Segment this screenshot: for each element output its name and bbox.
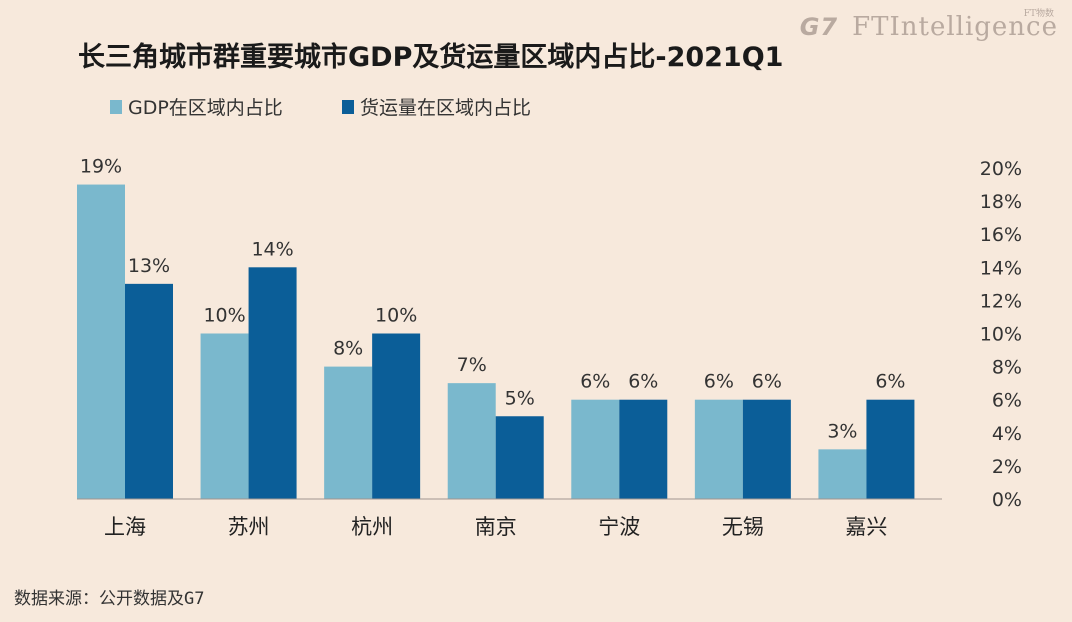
x-tick-label-3: 南京 [475, 515, 517, 539]
bar-6-1 [866, 399, 915, 499]
bar-5-0 [694, 399, 743, 499]
data-label-4-1: 6% [628, 371, 658, 393]
bar-2-1 [372, 333, 421, 499]
bar-4-0 [571, 399, 620, 499]
bar-3-0 [447, 383, 496, 499]
y-tick-label-5: 10% [980, 324, 1022, 346]
data-label-5-0: 6% [704, 371, 734, 393]
x-tick-label-1: 苏州 [228, 515, 270, 539]
x-tick-label-0: 上海 [104, 515, 146, 539]
data-label-2-0: 8% [333, 338, 363, 360]
data-label-2-1: 10% [375, 305, 417, 327]
y-tick-label-8: 16% [980, 224, 1022, 246]
data-source: 数据来源：公开数据及G7 [14, 589, 204, 609]
y-tick-label-2: 4% [992, 423, 1022, 445]
legend-label-1: 货运量在区域内占比 [360, 97, 531, 119]
x-tick-label-6: 嘉兴 [845, 515, 887, 539]
y-tick-label-0: 0% [992, 489, 1022, 511]
brand-name: FTIntelligence [852, 12, 1058, 42]
y-tick-label-3: 6% [992, 390, 1022, 412]
bar-6-0 [818, 449, 867, 499]
bars-group: 19% 13% 10% 14% 8% 10% 7% 5% 6% 6% 6% 6% 3% 6% [77, 156, 915, 500]
y-tick-label-10: 20% [980, 158, 1022, 180]
x-tick-label-5: 无锡 [722, 515, 764, 539]
y-tick-label-7: 14% [980, 257, 1022, 279]
data-label-3-0: 7% [457, 354, 487, 376]
brand-g7: G7 [799, 13, 839, 41]
data-label-5-1: 6% [752, 371, 782, 393]
y-tick-label-4: 8% [992, 357, 1022, 379]
x-tick-label-2: 杭州 [351, 515, 393, 539]
brand-logo: G7 FTIntelligence FT物数 [799, 9, 1058, 42]
y-tick-label-9: 18% [980, 191, 1022, 213]
bar-5-1 [742, 399, 791, 499]
x-axis: 上海 苏州 杭州 南京 宁波 无锡 嘉兴 [77, 498, 942, 539]
bar-1-1 [248, 267, 297, 499]
chart-title: 长三角城市群重要城市GDP及货运量区域内占比-2021Q1 [78, 41, 783, 73]
legend-label-0: GDP在区域内占比 [128, 97, 283, 119]
data-label-4-0: 6% [580, 371, 610, 393]
data-label-1-0: 10% [203, 305, 245, 327]
bar-2-0 [324, 366, 373, 499]
y-tick-label-1: 2% [992, 456, 1022, 478]
data-label-6-1: 6% [875, 371, 905, 393]
data-label-6-0: 3% [827, 420, 857, 442]
data-label-0-1: 13% [128, 255, 170, 277]
data-label-0-0: 19% [80, 156, 122, 178]
data-label-1-1: 14% [251, 238, 293, 260]
x-tick-label-4: 宁波 [598, 515, 640, 539]
bar-0-0 [77, 184, 125, 500]
bar-1-0 [200, 333, 249, 499]
bar-3-1 [495, 416, 544, 499]
bar-0-1 [125, 283, 173, 499]
bar-4-1 [619, 399, 668, 499]
data-label-3-1: 5% [505, 387, 535, 409]
legend: GDP在区域内占比 货运量在区域内占比 [110, 97, 531, 119]
brand-sub: FT物数 [1023, 9, 1054, 19]
y-tick-label-6: 12% [980, 290, 1022, 312]
y-axis: 0% 2% 4% 6% 8% 10% 12% 14% 16% 18% 20% [980, 158, 1022, 511]
legend-swatch-1 [342, 100, 354, 114]
legend-swatch-0 [110, 100, 122, 114]
